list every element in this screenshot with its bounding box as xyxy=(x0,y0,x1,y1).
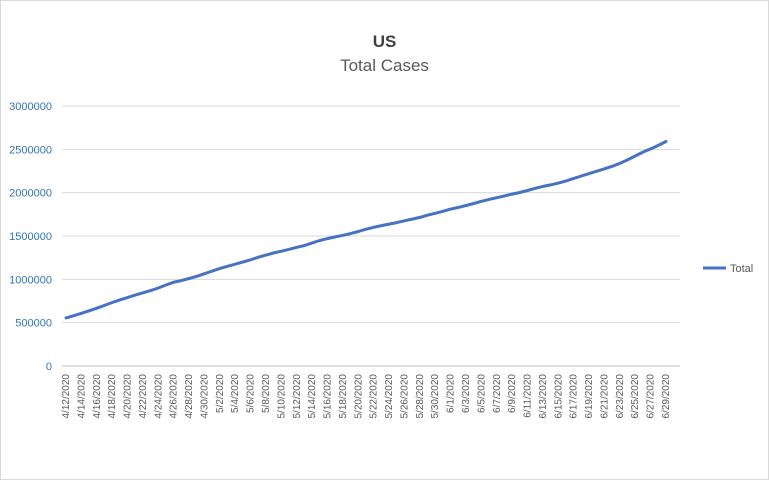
gridlines xyxy=(62,105,680,367)
series-layer xyxy=(64,140,668,320)
x-tick-label: 6/7/2020 xyxy=(492,374,503,413)
chart-title: US xyxy=(372,32,397,51)
x-tick-label: 4/24/2020 xyxy=(153,374,164,419)
x-tick-label: 6/13/2020 xyxy=(538,374,549,419)
x-tick-label: 6/21/2020 xyxy=(599,374,610,419)
x-tick-label: 4/16/2020 xyxy=(92,374,103,419)
x-tick-label: 6/23/2020 xyxy=(615,374,626,419)
x-tick-label: 6/3/2020 xyxy=(461,374,472,413)
x-tick-label: 5/14/2020 xyxy=(307,374,318,419)
x-tick-label: 5/8/2020 xyxy=(261,374,272,413)
x-tick-label: 6/9/2020 xyxy=(507,374,518,413)
x-axis: 4/12/2020 4/14/2020 4/16/2020 4/18/2020 4/20… xyxy=(61,374,672,419)
x-tick-label: 4/22/2020 xyxy=(138,374,149,419)
y-axis: 0 500000 1000000 1500000 2000000 2500000 30000… xyxy=(9,101,52,373)
x-tick-label: 6/1/2020 xyxy=(446,374,457,413)
chart-subtitle: Total Cases xyxy=(340,56,429,75)
y-tick-label: 2500000 xyxy=(9,144,52,156)
x-tick-label: 6/15/2020 xyxy=(553,374,564,419)
x-tick-label: 6/25/2020 xyxy=(630,374,641,419)
y-tick-label: 0 xyxy=(46,361,52,373)
y-tick-label: 1000000 xyxy=(9,274,52,286)
x-tick-label: 6/5/2020 xyxy=(476,374,487,413)
x-tick-label: 4/28/2020 xyxy=(184,374,195,419)
x-tick-label: 4/14/2020 xyxy=(76,374,87,419)
x-tick-label: 6/11/2020 xyxy=(523,374,534,418)
x-tick-label: 6/19/2020 xyxy=(584,374,595,419)
x-tick-label: 5/10/2020 xyxy=(276,374,287,419)
y-tick-label: 2000000 xyxy=(9,188,52,200)
x-tick-label: 6/27/2020 xyxy=(646,374,657,419)
x-tick-label: 5/24/2020 xyxy=(384,374,395,419)
y-tick-label: 3000000 xyxy=(9,101,52,113)
x-tick-label: 5/18/2020 xyxy=(338,374,349,419)
y-tick-label: 500000 xyxy=(15,318,52,330)
legend: Total xyxy=(703,263,753,275)
x-tick-label: 5/6/2020 xyxy=(246,374,257,413)
x-tick-label: 4/26/2020 xyxy=(169,374,180,419)
x-tick-label: 5/12/2020 xyxy=(292,374,303,419)
x-tick-label: 5/28/2020 xyxy=(415,374,426,419)
legend-label-total: Total xyxy=(730,263,753,275)
x-tick-label: 4/12/2020 xyxy=(61,374,72,419)
x-tick-label: 6/17/2020 xyxy=(569,374,580,419)
x-tick-label: 5/30/2020 xyxy=(430,374,441,419)
x-tick-label: 6/29/2020 xyxy=(661,374,672,419)
x-tick-label: 5/4/2020 xyxy=(230,374,241,413)
x-tick-label: 5/22/2020 xyxy=(369,374,380,419)
x-tick-label: 5/2/2020 xyxy=(215,374,226,413)
x-tick-label: 5/20/2020 xyxy=(353,374,364,419)
x-tick-label: 4/20/2020 xyxy=(123,374,134,419)
x-tick-label: 4/30/2020 xyxy=(199,374,210,419)
x-tick-label: 5/16/2020 xyxy=(323,374,334,419)
x-tick-label: 5/26/2020 xyxy=(399,374,410,419)
y-tick-label: 1500000 xyxy=(9,231,52,243)
series-line-total xyxy=(64,140,668,320)
x-tick-label: 4/18/2020 xyxy=(107,374,118,419)
